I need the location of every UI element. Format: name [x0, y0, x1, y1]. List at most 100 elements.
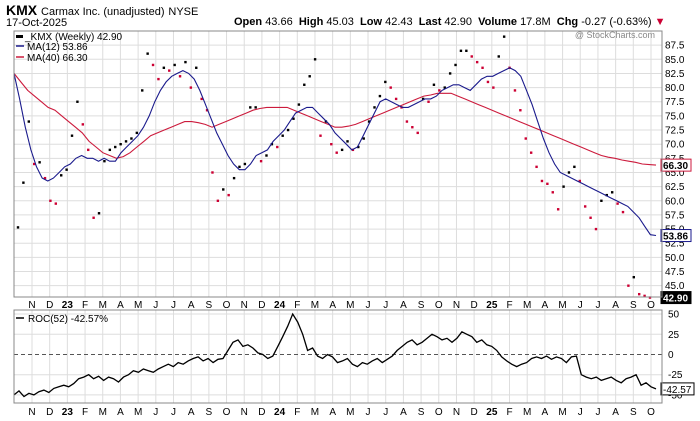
x-tick-label-bottom: S — [206, 407, 213, 418]
volume-value: 17.8M — [520, 16, 551, 28]
price-point — [616, 202, 619, 205]
high-label: High — [298, 16, 324, 28]
x-tick-label-bottom: M — [311, 407, 319, 418]
price-point — [556, 208, 560, 211]
price-point — [448, 72, 452, 75]
low-label: Low — [360, 16, 383, 28]
price-point — [108, 148, 112, 152]
company-name: Carmax Inc. (unadjusted) — [41, 6, 165, 18]
price-point — [38, 161, 41, 164]
price-point — [76, 100, 79, 103]
y-tick-label: 50.0 — [665, 253, 685, 264]
roc-y-tick-label: -25 — [668, 370, 683, 381]
x-tick-label-bottom: A — [400, 407, 407, 418]
price-point — [81, 123, 85, 126]
x-tick-label-bottom: N — [453, 407, 460, 418]
y-tick-label: 65.0 — [665, 168, 685, 179]
price-point — [648, 296, 652, 299]
price-point — [384, 80, 387, 84]
x-tick-label-top: O — [647, 300, 655, 311]
chg-value: -0.27 (-0.63%) — [581, 16, 652, 28]
price-point — [103, 159, 106, 163]
roc-legend: ROC(52) -42.57% — [16, 314, 108, 325]
x-tick-label-top: D — [46, 300, 53, 311]
open-label: Open — [234, 16, 263, 28]
price-point — [421, 97, 425, 101]
x-tick-label-top: A — [400, 300, 407, 311]
x-tick-label-top: J — [383, 300, 388, 311]
price-point — [621, 210, 625, 214]
price-point — [319, 134, 322, 137]
x-tick-label-top: O — [435, 300, 443, 311]
x-tick-label-top: D — [471, 300, 478, 311]
x-tick-label-top: J — [171, 300, 176, 311]
x-tick-label-top: M — [346, 300, 354, 311]
x-tick-label-top: S — [418, 300, 425, 311]
price-point — [157, 77, 160, 81]
roc-grid — [14, 310, 662, 403]
x-tick-label-top: N — [28, 300, 35, 311]
price-point — [405, 120, 409, 123]
price-point — [141, 89, 144, 92]
roc-last-value-text: -42.57 — [663, 385, 692, 396]
price-point — [589, 216, 592, 219]
price-point — [546, 182, 549, 186]
last-value-text-ma12: 53.86 — [663, 232, 688, 243]
y-tick-label: 57.5 — [665, 210, 685, 221]
x-tick-label-bottom: A — [329, 407, 336, 418]
price-point — [60, 174, 63, 177]
price-point — [178, 75, 182, 78]
y-tick-label: 75.0 — [665, 111, 685, 122]
price-panel-border — [13, 30, 663, 298]
price-point — [135, 131, 139, 135]
x-tick-label-top: 23 — [62, 300, 74, 311]
y-tick-label: 85.0 — [665, 55, 685, 66]
open-value: 43.66 — [265, 16, 293, 28]
price-point — [481, 66, 484, 69]
price-point — [173, 63, 176, 67]
price-point — [492, 86, 495, 89]
price-point — [335, 151, 338, 154]
x-tick-label-top: F — [506, 300, 512, 311]
price-point — [114, 145, 117, 149]
last-value-text-price: 42.90 — [663, 294, 688, 305]
ma12-line — [13, 67, 657, 237]
price-point — [605, 193, 608, 197]
low-value: 42.43 — [385, 16, 413, 28]
down-arrow-icon: ▼ — [654, 16, 666, 28]
x-tick-label-bottom: A — [188, 407, 195, 418]
price-point — [513, 89, 517, 92]
x-tick-label-bottom: J — [578, 407, 583, 418]
x-tick-label-top: J — [153, 300, 158, 311]
legend-ma12: MA(12) 53.86 — [27, 42, 88, 53]
x-tick-label-bottom: J — [366, 407, 371, 418]
price-point — [189, 86, 193, 89]
x-tick-label-top: S — [206, 300, 213, 311]
price-point — [205, 109, 209, 112]
price-point — [378, 94, 382, 98]
roc-y-tick-label: 25 — [668, 330, 680, 341]
price-point — [168, 69, 171, 72]
price-point — [119, 142, 122, 146]
price-point — [502, 35, 506, 38]
price-point — [330, 142, 333, 146]
price-point — [583, 205, 587, 208]
price-point — [416, 131, 419, 135]
price-point — [459, 49, 463, 53]
price-point — [124, 140, 128, 143]
last-label: Last — [418, 16, 442, 28]
x-tick-label-bottom: F — [294, 407, 300, 418]
x-tick-label-bottom: N — [28, 407, 35, 418]
roc-y-tick-label: 50 — [668, 310, 680, 321]
x-tick-label-top: J — [578, 300, 583, 311]
x-tick-label-top: 24 — [274, 300, 286, 311]
x-tick-label-bottom: D — [471, 407, 478, 418]
x-tick-label-bottom: A — [542, 407, 549, 418]
x-tick-label-top: M — [558, 300, 566, 311]
legend-price: _KMX (Weekly) 42.90 — [24, 32, 123, 43]
last-value: 42.90 — [444, 16, 472, 28]
price-point — [97, 212, 101, 215]
price-point — [340, 148, 344, 152]
price-point — [454, 63, 457, 67]
